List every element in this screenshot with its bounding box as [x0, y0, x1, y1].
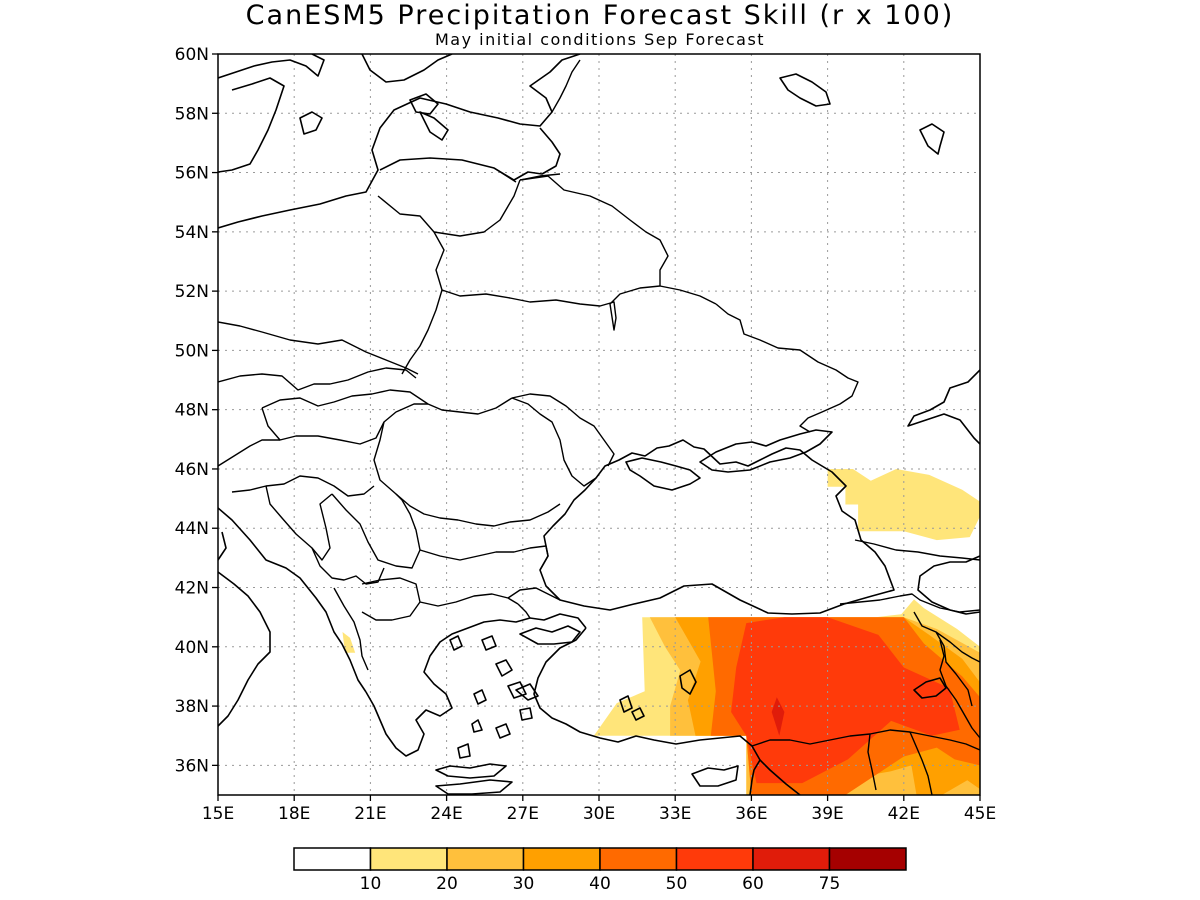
colorbar-label: 40 — [589, 874, 611, 894]
lat-tick-label: 60N — [175, 45, 209, 65]
border-hungary-south — [261, 403, 428, 445]
adriatic-coast — [218, 507, 367, 693]
lon-tick-label: 27E — [507, 804, 539, 824]
border-romania-moldova — [511, 397, 597, 487]
lat-tick-label: 42N — [175, 579, 209, 599]
lat-tick-label: 48N — [175, 401, 209, 421]
colorbar-label: 20 — [436, 874, 458, 894]
longitude-tick-labels: 15E 18E 21E 24E 27E 30E 33E 36E 39E 42E 45E — [202, 795, 996, 824]
skill-region-6 — [731, 617, 960, 784]
latitude-tick-labels: 60N 58N 56N 54N 52N 50N 48N 46N 44N 42N 40N 38N 36N — [175, 45, 218, 776]
gotland-coast — [299, 93, 449, 141]
colorbar-swatch — [675, 847, 754, 871]
coastlines — [218, 54, 980, 795]
lat-tick-label: 58N — [175, 104, 209, 124]
lake-egirdir — [619, 695, 645, 721]
colorbar-swatch — [599, 847, 678, 871]
gridlines — [218, 54, 980, 795]
border-romania — [373, 421, 561, 527]
border-slovenia-croatia — [218, 439, 375, 497]
lon-tick-label: 33E — [659, 804, 691, 824]
lon-tick-label: 39E — [811, 804, 843, 824]
skill-region-7 — [771, 697, 785, 736]
lat-tick-label: 56N — [175, 164, 209, 184]
lon-tick-label: 21E — [354, 804, 386, 824]
border-austria-hungary — [261, 389, 513, 415]
border-montenegro-kosovo — [311, 547, 385, 585]
marmara-coast — [519, 625, 581, 645]
lon-tick-label: 36E — [735, 804, 767, 824]
lat-tick-label: 46N — [175, 460, 209, 480]
levant-coast — [749, 759, 761, 795]
border-moldova-ukraine — [511, 393, 615, 467]
border-russia-georgia — [854, 539, 980, 561]
lon-tick-label: 24E — [430, 804, 462, 824]
lake-tuz — [679, 669, 697, 695]
border-belarus-russia — [519, 175, 669, 286]
colorbar-swatch — [293, 847, 372, 871]
azov-coast — [699, 429, 833, 473]
country-borders — [218, 59, 980, 795]
lon-tick-label: 45E — [964, 804, 996, 824]
lat-tick-label: 54N — [175, 223, 209, 243]
lat-tick-label: 38N — [175, 697, 209, 717]
lat-tick-label: 40N — [175, 638, 209, 658]
border-turkey-iran — [939, 639, 980, 739]
border-belarus-ukraine — [441, 285, 717, 331]
greece-coast — [365, 613, 587, 757]
turkey-coast — [533, 627, 801, 795]
colorbar-swatch — [522, 847, 601, 871]
scandinavia-coast — [218, 54, 453, 173]
colorbar-label: 75 — [819, 874, 841, 894]
aegean-islands — [435, 635, 539, 779]
baltic-coast — [218, 54, 581, 229]
colorbar: 10 20 30 40 50 60 75 — [293, 847, 907, 894]
lat-tick-label: 44N — [175, 519, 209, 539]
baltic-gulf-coast — [379, 127, 561, 181]
lake-van — [913, 677, 947, 699]
border-czech-slovakia — [218, 367, 417, 391]
colorbar-label: 50 — [666, 874, 688, 894]
border-serbia — [331, 493, 421, 569]
colorbar-swatch — [828, 847, 907, 871]
lat-tick-label: 36N — [175, 756, 209, 776]
border-russia-finland — [551, 59, 581, 113]
page-title: CanESM5 Precipitation Forecast Skill (r … — [246, 0, 955, 31]
cyprus-coast — [691, 765, 739, 787]
border-syria-iraq — [867, 731, 933, 795]
page-subtitle: May initial conditions Sep Forecast — [435, 30, 765, 49]
border-armenia-azerbaijan — [913, 611, 980, 707]
border-albania — [333, 587, 369, 671]
skill-region-1 — [342, 632, 356, 653]
border-poland-east — [377, 195, 445, 375]
lon-tick-label: 18E — [278, 804, 310, 824]
colorbar-label: 10 — [360, 874, 382, 894]
lat-tick-label: 52N — [175, 282, 209, 302]
colorbar-label: 30 — [513, 874, 535, 894]
colorbar-label: 60 — [742, 874, 764, 894]
border-bosnia — [265, 485, 333, 561]
black-sea-coast — [539, 439, 895, 615]
lon-tick-label: 30E — [583, 804, 615, 824]
crimea-coast — [625, 457, 701, 491]
map-area — [218, 54, 980, 795]
colorbar-swatch — [446, 847, 525, 871]
lon-tick-label: 15E — [202, 804, 234, 824]
ladoga-lake — [779, 73, 831, 107]
skill-region-0 — [827, 469, 980, 541]
colorbar-swatch — [752, 847, 831, 871]
lon-tick-label: 42E — [888, 804, 920, 824]
border-turkey-georgia — [839, 593, 980, 613]
onega-lake — [919, 123, 945, 155]
italy-coast — [218, 531, 271, 727]
crete-coast — [435, 779, 513, 795]
border-greece-turkey — [507, 587, 561, 619]
border-poland-germany — [218, 321, 419, 375]
caspian-coast — [907, 369, 980, 445]
colorbar-swatch — [369, 847, 448, 871]
lat-tick-label: 50N — [175, 341, 209, 361]
border-ukraine-russia — [715, 303, 859, 433]
